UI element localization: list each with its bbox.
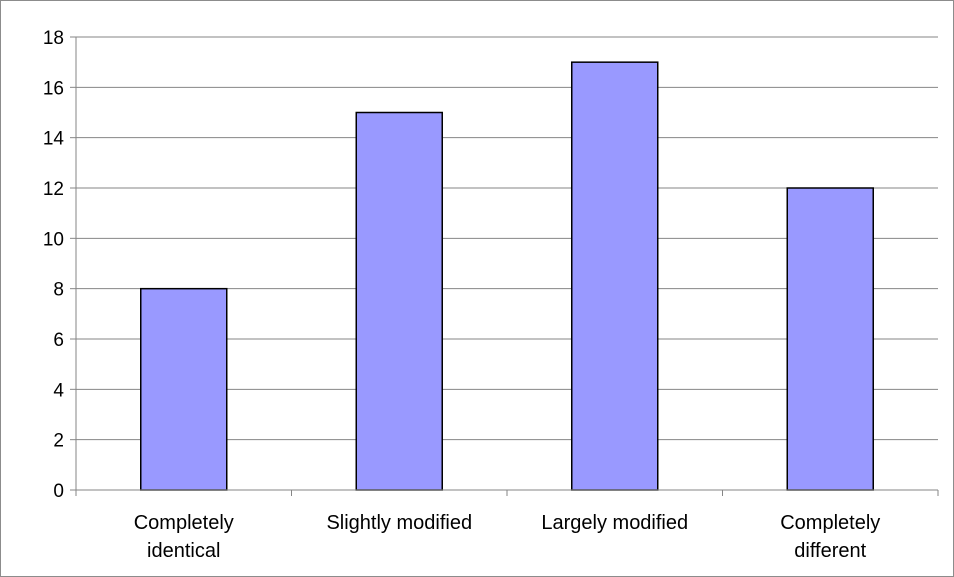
bar xyxy=(355,111,443,491)
x-category-label-line: Slightly modified xyxy=(326,512,472,534)
x-category-label-line: Completely xyxy=(780,512,880,534)
x-category-label: Largely modified xyxy=(541,512,688,534)
y-tick-label: 14 xyxy=(43,129,65,150)
y-tick-label: 8 xyxy=(53,280,64,301)
x-category-label-line: different xyxy=(794,540,866,562)
x-category-labels: Completely identical Slightly modified Larg… xyxy=(134,512,881,562)
y-tick-label: 0 xyxy=(53,481,64,502)
bar xyxy=(571,61,659,491)
x-category-label: Completely identical xyxy=(134,512,234,562)
y-tick-label: 2 xyxy=(53,431,64,452)
y-tick-label: 16 xyxy=(43,78,64,99)
y-tick-label: 18 xyxy=(43,28,64,49)
x-category-label-line: identical xyxy=(147,540,220,562)
bar xyxy=(140,287,228,491)
y-tick-label: 4 xyxy=(53,380,64,401)
x-category-label: Slightly modified xyxy=(326,512,472,534)
y-tick-label: 12 xyxy=(43,179,64,200)
y-tick-label: 6 xyxy=(53,330,64,351)
y-tick-labels: 0 2 4 6 8 10 12 14 16 18 xyxy=(43,28,65,502)
y-tick-label: 10 xyxy=(43,229,64,250)
axes xyxy=(70,36,939,496)
x-category-label: Completely different xyxy=(780,512,880,562)
x-category-label-line: Completely xyxy=(134,512,234,534)
bar xyxy=(786,187,874,491)
bars xyxy=(140,61,874,491)
x-category-label-line: Largely modified xyxy=(541,512,688,534)
